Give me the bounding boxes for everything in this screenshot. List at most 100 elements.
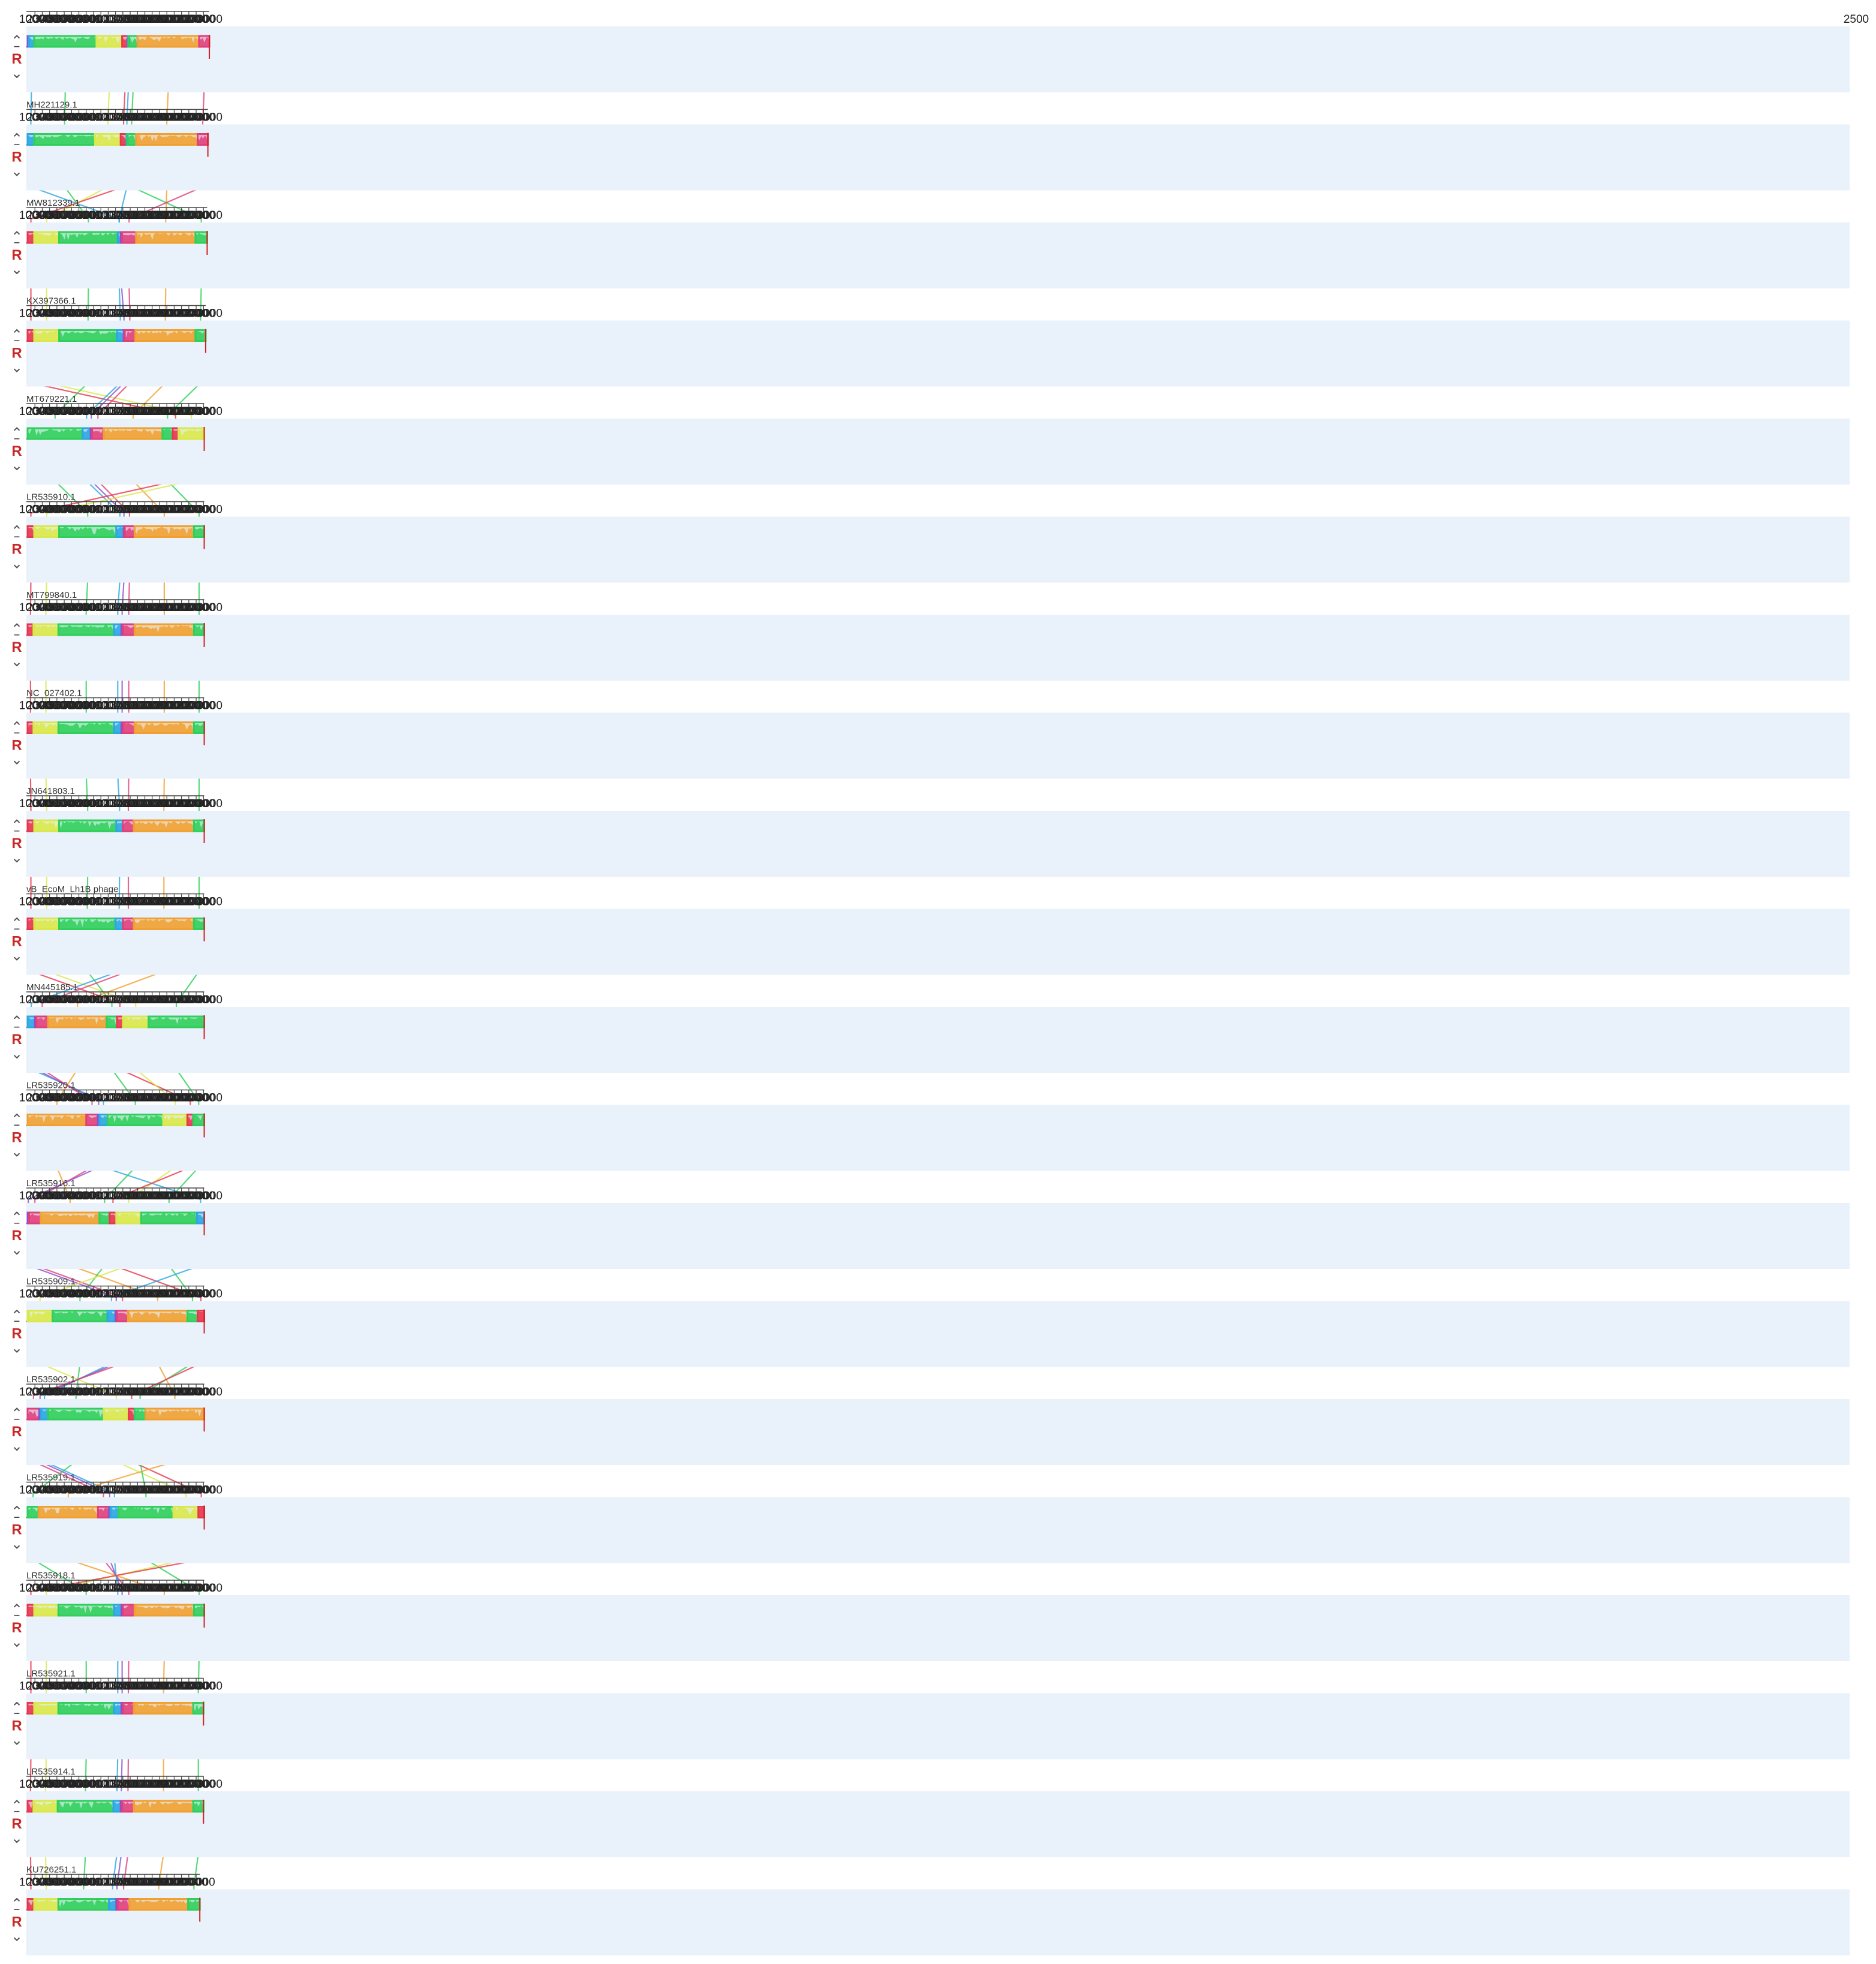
move-down-icon[interactable]: ⌄ <box>11 948 23 964</box>
minus-icon[interactable]: – <box>14 137 20 152</box>
lcb-block[interactable] <box>97 1506 110 1518</box>
reverse-button[interactable]: R <box>11 1130 22 1146</box>
reverse-button[interactable]: R <box>11 1620 22 1636</box>
move-up-icon[interactable]: ⌃ <box>11 817 23 834</box>
move-up-icon[interactable]: ⌃ <box>11 327 23 344</box>
lcb-block[interactable] <box>106 1310 117 1322</box>
move-up-icon[interactable]: ⌃ <box>11 1503 23 1520</box>
lcb-block[interactable] <box>133 1800 194 1813</box>
lcb-block[interactable] <box>148 1015 206 1028</box>
lcb-block[interactable] <box>28 1211 42 1225</box>
lcb-block[interactable] <box>32 623 59 636</box>
lcb-block[interactable] <box>172 1506 200 1518</box>
minus-icon[interactable]: – <box>14 1706 20 1721</box>
minus-icon[interactable]: – <box>14 823 20 838</box>
move-down-icon[interactable]: ⌄ <box>11 1241 23 1258</box>
lcb-block[interactable] <box>127 1310 188 1322</box>
lcb-block[interactable] <box>26 1506 40 1518</box>
move-down-icon[interactable]: ⌄ <box>11 1144 23 1160</box>
minus-icon[interactable]: – <box>14 627 20 642</box>
move-up-icon[interactable]: ⌃ <box>11 425 23 441</box>
lcb-block[interactable] <box>26 1310 54 1322</box>
reverse-button[interactable]: R <box>11 247 22 263</box>
move-down-icon[interactable]: ⌄ <box>11 65 23 82</box>
move-up-icon[interactable]: ⌃ <box>11 1405 23 1422</box>
lcb-block[interactable] <box>145 1407 206 1421</box>
minus-icon[interactable]: – <box>14 39 20 54</box>
lcb-block[interactable] <box>106 1015 118 1028</box>
lcb-block[interactable] <box>122 721 136 734</box>
lcb-block[interactable] <box>133 1702 194 1715</box>
lcb-block[interactable] <box>162 1114 188 1126</box>
minus-icon[interactable]: – <box>14 1314 20 1329</box>
lcb-block[interactable] <box>103 427 164 440</box>
lcb-block[interactable] <box>133 721 195 734</box>
reverse-button[interactable]: R <box>11 542 22 558</box>
lcb-block[interactable] <box>98 1211 111 1225</box>
lcb-block[interactable] <box>133 1407 147 1421</box>
lcb-block[interactable] <box>58 525 118 538</box>
lcb-block[interactable] <box>26 427 84 440</box>
lcb-block[interactable] <box>57 1604 115 1617</box>
reverse-button[interactable]: R <box>11 1914 22 1930</box>
lcb-block[interactable] <box>133 918 195 930</box>
lcb-block[interactable] <box>85 1114 99 1126</box>
lcb-block[interactable] <box>26 1604 35 1617</box>
move-up-icon[interactable]: ⌃ <box>11 1209 23 1226</box>
move-down-icon[interactable]: ⌄ <box>11 1340 23 1357</box>
minus-icon[interactable]: – <box>14 530 20 545</box>
lcb-block[interactable] <box>128 1898 190 1911</box>
lcb-block[interactable] <box>198 35 211 48</box>
move-down-icon[interactable]: ⌄ <box>11 457 23 474</box>
lcb-block[interactable] <box>115 525 125 538</box>
minus-icon[interactable]: – <box>14 726 20 741</box>
lcb-block[interactable] <box>193 819 206 832</box>
lcb-block[interactable] <box>122 1604 136 1617</box>
lcb-block[interactable] <box>126 133 137 146</box>
reverse-button[interactable]: R <box>11 1326 22 1342</box>
lcb-block[interactable] <box>194 231 208 244</box>
lcb-block[interactable] <box>33 133 96 146</box>
reverse-button[interactable]: R <box>11 1228 22 1244</box>
move-down-icon[interactable]: ⌄ <box>11 751 23 768</box>
minus-icon[interactable]: – <box>14 922 20 937</box>
move-up-icon[interactable]: ⌃ <box>11 1700 23 1716</box>
lcb-block[interactable] <box>116 1310 129 1322</box>
lcb-block[interactable] <box>33 1604 59 1617</box>
move-up-icon[interactable]: ⌃ <box>11 1111 23 1128</box>
move-up-icon[interactable]: ⌃ <box>11 1013 23 1030</box>
lcb-block[interactable] <box>121 231 137 244</box>
minus-icon[interactable]: – <box>14 1608 20 1623</box>
move-down-icon[interactable]: ⌄ <box>11 653 23 670</box>
lcb-block[interactable] <box>95 35 124 48</box>
move-down-icon[interactable]: ⌄ <box>11 1634 23 1650</box>
lcb-block[interactable] <box>192 1702 205 1715</box>
lcb-block[interactable] <box>32 1800 59 1813</box>
minus-icon[interactable]: – <box>14 1216 20 1231</box>
lcb-block[interactable] <box>57 623 115 636</box>
lcb-block[interactable] <box>116 1898 131 1911</box>
minus-icon[interactable]: – <box>14 333 20 348</box>
lcb-block[interactable] <box>135 231 197 244</box>
move-up-icon[interactable]: ⌃ <box>11 1307 23 1324</box>
lcb-block[interactable] <box>37 1506 99 1518</box>
lcb-block[interactable] <box>112 1800 122 1813</box>
lcb-block[interactable] <box>26 819 35 832</box>
lcb-block[interactable] <box>178 427 206 440</box>
move-down-icon[interactable]: ⌄ <box>11 1830 23 1846</box>
lcb-block[interactable] <box>109 1506 120 1518</box>
lcb-block[interactable] <box>197 1310 206 1322</box>
lcb-block[interactable] <box>26 329 35 342</box>
lcb-block[interactable] <box>40 1407 49 1421</box>
reverse-button[interactable]: R <box>11 345 22 362</box>
lcb-block[interactable] <box>116 329 125 342</box>
reverse-button[interactable]: R <box>11 1522 22 1538</box>
lcb-block[interactable] <box>161 427 174 440</box>
lcb-block[interactable] <box>197 133 209 146</box>
minus-icon[interactable]: – <box>14 1118 20 1133</box>
move-down-icon[interactable]: ⌄ <box>11 1732 23 1749</box>
lcb-block[interactable] <box>32 721 59 734</box>
lcb-block[interactable] <box>56 1800 115 1813</box>
reverse-button[interactable]: R <box>11 1718 22 1734</box>
lcb-block[interactable] <box>113 1604 122 1617</box>
